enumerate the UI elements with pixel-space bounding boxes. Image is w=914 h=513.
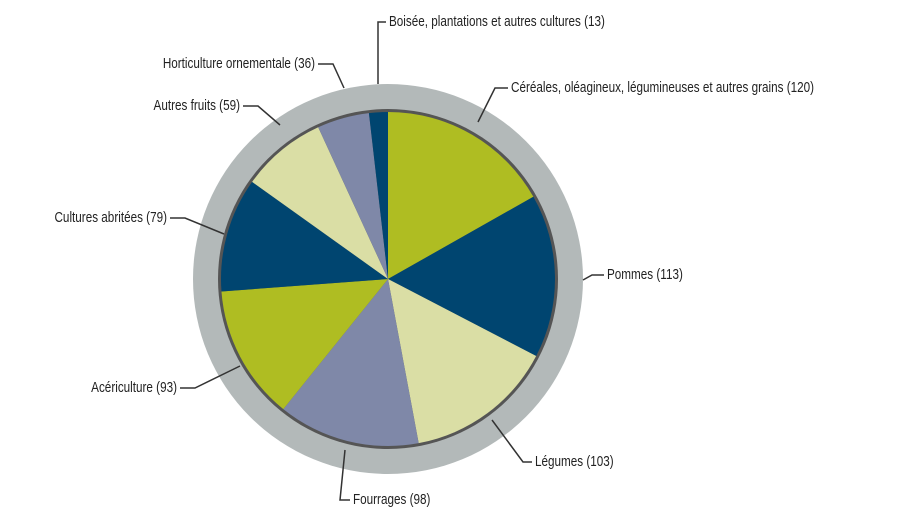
pie-slice bbox=[368, 112, 388, 279]
pie-slice bbox=[388, 196, 556, 357]
leader-line bbox=[180, 365, 241, 389]
leader-line bbox=[477, 87, 508, 123]
pie-slice bbox=[388, 112, 534, 279]
pie-slice bbox=[252, 127, 388, 279]
slice-label: Autres fruits (59) bbox=[154, 97, 240, 114]
slice-label: Légumes (103) bbox=[535, 453, 614, 470]
slice-label: Boisée, plantations et autres cultures (… bbox=[389, 13, 605, 30]
pie-slice bbox=[318, 113, 388, 279]
slice-label: Acériculture (93) bbox=[91, 379, 177, 396]
leader-line bbox=[377, 21, 386, 84]
leader-line bbox=[243, 105, 281, 126]
leader-line bbox=[582, 274, 604, 281]
leader-line bbox=[339, 449, 350, 501]
leader-line bbox=[170, 217, 225, 235]
pie-slice bbox=[283, 279, 419, 446]
leader-line bbox=[318, 63, 345, 89]
slice-label: Fourrages (98) bbox=[353, 491, 430, 508]
slice-label: Cultures abritées (79) bbox=[54, 209, 167, 226]
pie-slice bbox=[388, 279, 537, 444]
slice-label: Pommes (113) bbox=[607, 266, 683, 283]
leader-line bbox=[491, 419, 532, 463]
slice-label: Céréales, oléagineux, légumineuses et au… bbox=[511, 79, 814, 96]
pie-slice bbox=[221, 279, 388, 410]
pie-slice bbox=[221, 181, 388, 292]
slice-label: Horticulture ornementale (36) bbox=[163, 55, 315, 72]
